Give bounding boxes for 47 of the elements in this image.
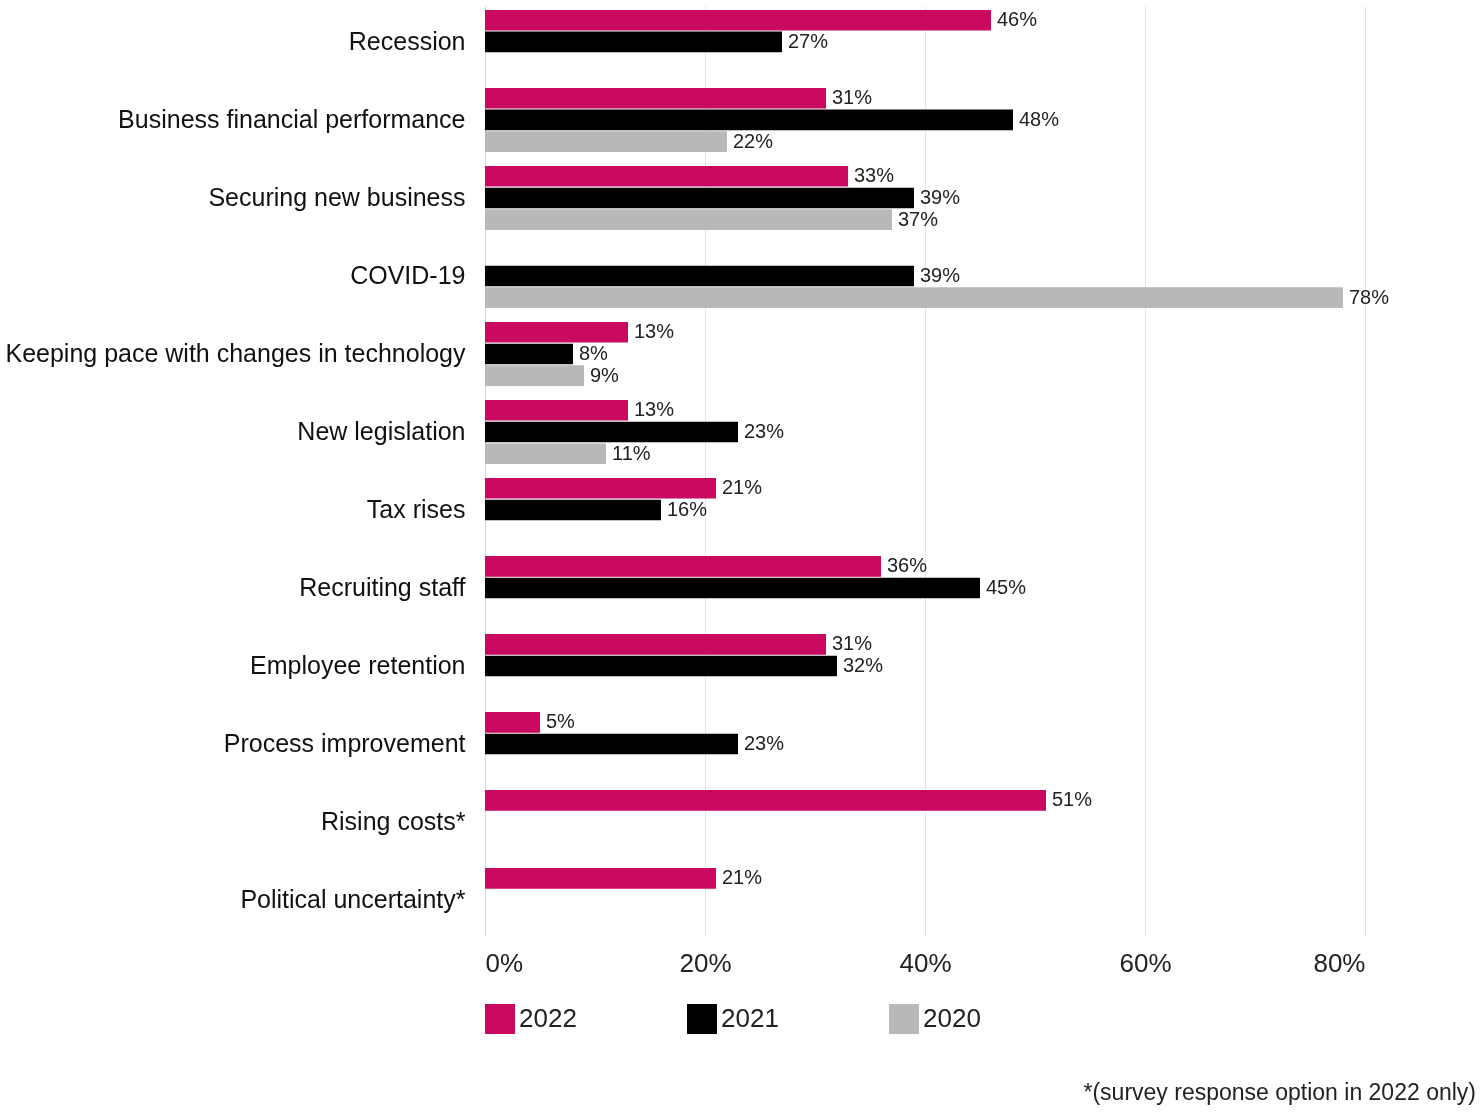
data-label: 9% — [590, 363, 620, 386]
y-tick-label: Rising costs* — [321, 807, 466, 836]
data-label: 36% — [887, 554, 928, 577]
data-label: 31% — [832, 632, 873, 655]
y-tick-label: Process improvement — [223, 729, 466, 758]
y-tick-label: COVID-19 — [350, 260, 466, 289]
legend-label: 2020 — [923, 1003, 981, 1033]
data-label: 13% — [634, 320, 675, 343]
legend-label: 2022 — [519, 1003, 577, 1033]
data-label: 48% — [1019, 107, 1060, 130]
y-tick-label: Keeping pace with changes in technology — [5, 338, 466, 367]
data-label: 23% — [744, 419, 785, 442]
y-tick-label: Political uncertainty* — [240, 885, 466, 914]
y-tick-label: Tax rises — [366, 495, 466, 524]
data-label: 8% — [579, 341, 609, 364]
data-label: 46% — [997, 8, 1038, 31]
data-label: 39% — [920, 263, 961, 286]
data-label: 11% — [612, 441, 651, 464]
data-label: 23% — [744, 732, 785, 755]
x-tick-label: 60% — [1119, 947, 1172, 978]
y-tick-label: Business financial performance — [118, 104, 466, 133]
x-tick-label: 0% — [485, 947, 524, 978]
data-label: 31% — [832, 86, 873, 109]
text: *(survey response option in 2022 only) — [1083, 1079, 1476, 1106]
y-tick-label: Securing new business — [208, 182, 466, 211]
data-label: 27% — [788, 29, 829, 52]
y-tick-label: Recession — [348, 26, 466, 55]
data-label: 45% — [986, 576, 1027, 599]
data-label: 33% — [854, 164, 895, 187]
data-label: 78% — [1349, 285, 1390, 308]
data-label: 13% — [634, 398, 675, 421]
y-tick-label: Recruiting staff — [299, 573, 466, 602]
data-label: 22% — [733, 129, 774, 152]
data-label: 32% — [843, 654, 884, 677]
legend-label: 2021 — [721, 1003, 779, 1033]
y-tick-label: New legislation — [297, 416, 466, 445]
data-label: 37% — [898, 207, 939, 230]
data-label: 51% — [1052, 788, 1093, 811]
data-label: 21% — [722, 476, 763, 499]
data-label: 21% — [722, 866, 763, 889]
y-tick-label: Employee retention — [250, 651, 466, 680]
x-tick-label: 20% — [679, 947, 732, 978]
data-label: 16% — [667, 498, 708, 521]
data-label: 5% — [546, 710, 576, 733]
data-label: 39% — [920, 185, 961, 208]
x-tick-label: 80% — [1313, 947, 1366, 978]
x-tick-label: 40% — [899, 947, 952, 978]
